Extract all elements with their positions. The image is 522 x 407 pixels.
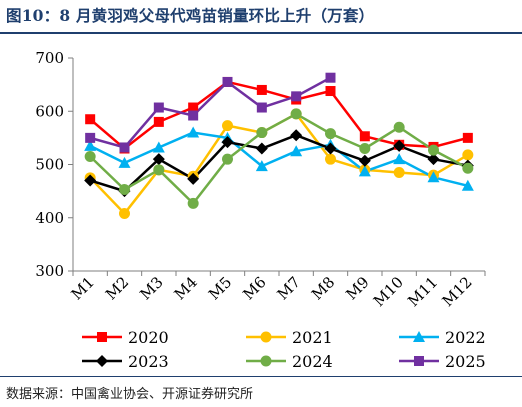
x-tick-label: M1 (68, 273, 98, 303)
data-point-2023 (358, 154, 371, 167)
data-point-2024 (256, 127, 268, 139)
x-tick-label: M9 (342, 273, 372, 303)
data-point-2020 (462, 132, 473, 143)
data-point-2022 (152, 141, 165, 153)
data-point-2025 (188, 110, 199, 121)
data-point-2020 (359, 131, 370, 142)
x-tick-label: M8 (308, 273, 338, 303)
data-point-2024 (428, 144, 439, 156)
data-point-2021 (119, 207, 130, 219)
data-point-2022 (290, 145, 303, 157)
chart-title: 图10：8 月黄羽鸡父母代鸡苗销量环比上升（万套） (6, 6, 375, 25)
y-tick-label: 300 (35, 262, 64, 280)
data-point-2023 (187, 172, 200, 185)
series-line-2024 (89, 112, 469, 205)
series-lines (89, 76, 469, 215)
title-divider (0, 32, 522, 34)
legend-marker-2023 (96, 355, 108, 367)
y-tick-label: 500 (35, 156, 64, 174)
data-point-2025 (222, 76, 233, 87)
x-tick-label: M6 (239, 273, 269, 303)
data-point-2023 (427, 153, 440, 166)
data-point-2022 (118, 156, 131, 168)
data-point-2021 (222, 120, 233, 132)
data-point-2025 (85, 132, 96, 143)
series-line-2023 (89, 133, 469, 193)
x-tick-label: M2 (102, 273, 132, 303)
source-note: 数据来源：中国禽业协会、开源证券研究所 (6, 387, 254, 402)
data-point-2020 (85, 114, 96, 125)
data-point-2024 (325, 128, 336, 140)
data-point-2023 (84, 174, 97, 187)
x-tick-label: M3 (136, 273, 166, 303)
data-point-2020 (325, 86, 336, 97)
data-point-2024 (462, 162, 474, 174)
data-point-2022 (255, 160, 268, 172)
data-point-2022 (427, 171, 440, 183)
data-point-2025 (325, 72, 336, 83)
data-point-2025 (291, 91, 302, 102)
data-point-2024 (290, 108, 302, 120)
legend-marker-2021 (260, 331, 272, 343)
y-tick-label: 700 (35, 49, 64, 67)
data-point-2020 (153, 116, 164, 127)
chart-legend: 2020 2021 2022 2023 2024 2025 (82, 328, 486, 371)
legend-label-2023: 2023 (128, 352, 169, 371)
x-tick-label: M5 (205, 273, 235, 303)
series-line-2021 (89, 112, 469, 215)
data-point-2022 (84, 139, 97, 151)
data-point-2023 (393, 139, 406, 152)
data-point-2023 (152, 153, 165, 166)
data-point-2022 (393, 153, 406, 165)
data-point-2023 (221, 136, 234, 149)
legend-marker-2022 (413, 331, 425, 342)
legend-label-2021: 2021 (292, 328, 333, 347)
footer-divider (0, 376, 522, 377)
data-point-2021 (325, 153, 336, 165)
data-point-2025 (153, 102, 164, 113)
legend-marker-2025 (414, 356, 424, 366)
x-tick-label: M11 (404, 273, 441, 310)
x-tick-label: M12 (439, 273, 476, 310)
data-point-2024 (359, 143, 371, 155)
data-point-2022 (358, 165, 371, 177)
data-point-2024 (119, 184, 130, 196)
legend-marker-2024 (260, 355, 272, 367)
y-tick-label: 600 (35, 102, 64, 120)
data-point-2022 (461, 179, 474, 191)
data-point-2023 (290, 129, 303, 142)
data-point-2024 (187, 197, 199, 209)
data-point-2024 (393, 121, 405, 133)
data-point-2024 (222, 153, 233, 165)
series-markers (84, 72, 474, 219)
legend-label-2024: 2024 (292, 352, 333, 371)
data-point-2024 (84, 151, 96, 163)
data-point-2020 (188, 102, 199, 113)
data-point-2021 (393, 166, 405, 178)
series-line-2025 (89, 76, 332, 149)
x-tick-label: M4 (171, 273, 201, 303)
legend-label-2022: 2022 (445, 328, 486, 347)
x-tick-label: M7 (274, 273, 304, 303)
data-point-2023 (255, 142, 268, 155)
data-point-2025 (119, 142, 130, 153)
legend-label-2025: 2025 (445, 352, 486, 371)
x-tick-label: M10 (370, 273, 407, 310)
data-point-2024 (153, 164, 165, 176)
data-point-2020 (256, 84, 267, 95)
y-tick-label: 400 (35, 209, 64, 227)
data-point-2023 (324, 142, 337, 155)
legend-marker-2020 (97, 332, 107, 342)
data-point-2025 (256, 102, 267, 113)
series-line-2020 (89, 80, 469, 150)
data-point-2022 (187, 126, 200, 138)
legend-label-2020: 2020 (128, 328, 169, 347)
series-line-2022 (89, 131, 469, 188)
data-point-2021 (462, 149, 474, 161)
